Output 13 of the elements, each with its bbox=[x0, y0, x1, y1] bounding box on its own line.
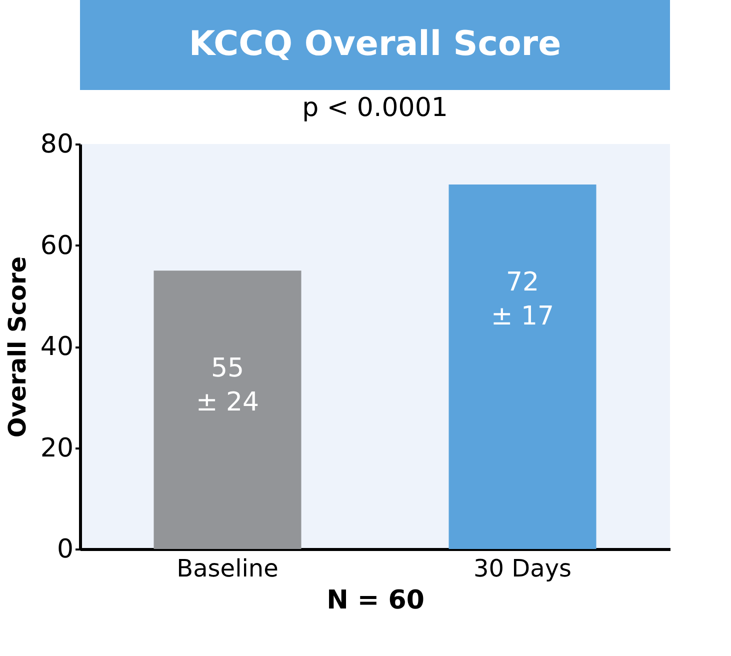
y-axis-title: Overall Score bbox=[3, 256, 32, 438]
y-tick-label: 80 bbox=[40, 130, 74, 160]
y-tick-label: 20 bbox=[40, 433, 74, 464]
y-tick-label: 60 bbox=[40, 230, 74, 261]
x-tick-label: 30 Days bbox=[473, 554, 572, 582]
data-label: 55 ± 24 bbox=[196, 354, 260, 418]
data-label: 72 ± 17 bbox=[490, 268, 554, 332]
x-axis-title: N = 60 bbox=[326, 586, 424, 616]
chart-subtitle: p < 0.0001 bbox=[302, 93, 448, 123]
y-tick-label: 0 bbox=[56, 534, 74, 564]
y-tick-label: 40 bbox=[40, 332, 74, 362]
x-tick-label: Baseline bbox=[176, 554, 278, 582]
chart-title: KCCQ Overall Score bbox=[188, 24, 562, 64]
